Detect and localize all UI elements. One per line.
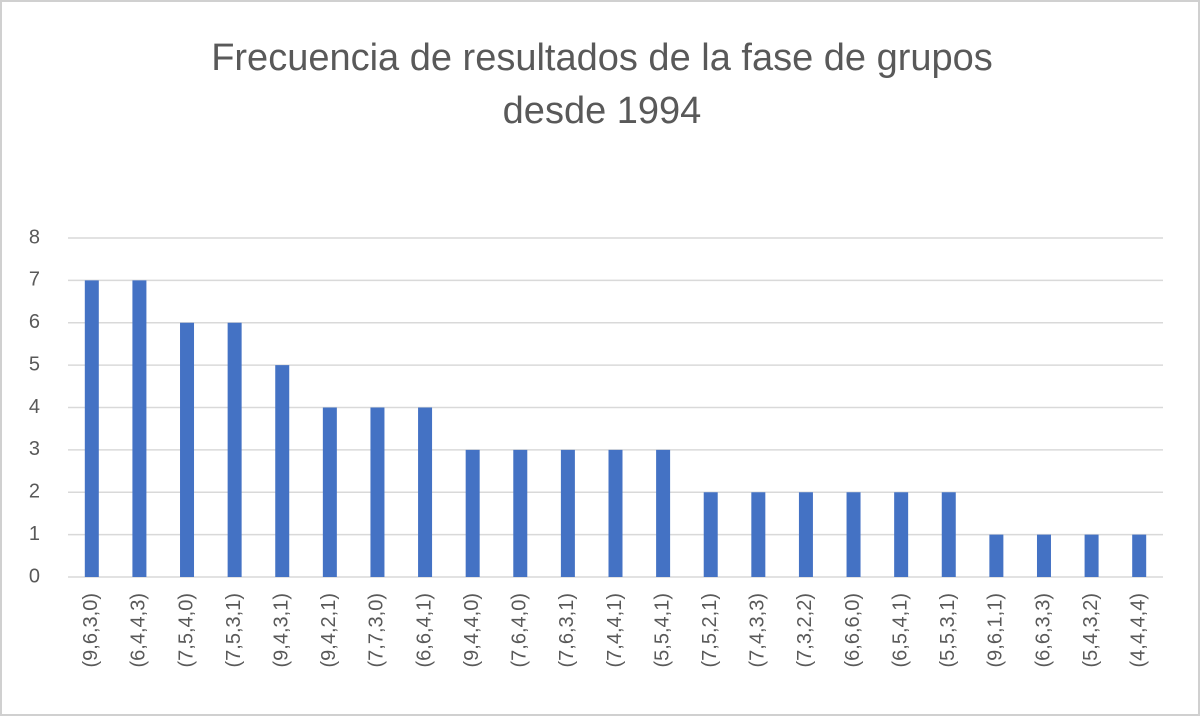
y-tick-label: 4 — [29, 396, 40, 418]
y-tick-label: 3 — [29, 438, 40, 460]
bar — [132, 280, 147, 577]
bar — [370, 407, 385, 577]
bar — [751, 492, 766, 577]
chart-title: desde 1994 — [503, 90, 702, 132]
y-tick-label: 2 — [29, 481, 40, 503]
bar — [656, 449, 671, 577]
x-tick-label: (9,4,4,0) — [461, 593, 483, 667]
bar — [322, 407, 337, 577]
bar — [941, 492, 956, 577]
y-tick-label: 8 — [29, 226, 40, 248]
bar — [227, 322, 242, 577]
chart-title: Frecuencia de resultados de la fase de g… — [211, 37, 993, 79]
y-tick-label: 7 — [29, 269, 40, 291]
x-tick-label: (5,5,3,1) — [937, 593, 959, 667]
bar — [608, 449, 623, 577]
x-tick-label: (7,6,3,1) — [556, 593, 578, 667]
x-tick-label: (4,4,4,4) — [1127, 593, 1149, 667]
x-tick-label: (7,4,3,3) — [747, 593, 769, 667]
bar — [894, 492, 909, 577]
bar — [465, 449, 480, 577]
x-tick-label: (9,6,1,1) — [985, 593, 1007, 667]
x-tick-label: (7,3,2,2) — [794, 593, 816, 667]
x-tick-label: (7,7,3,0) — [366, 593, 388, 667]
bar — [513, 449, 528, 577]
y-tick-label: 6 — [29, 311, 40, 333]
x-tick-label: (9,4,2,1) — [318, 593, 340, 667]
bar — [989, 534, 1004, 577]
y-tick-label: 5 — [29, 353, 40, 375]
x-tick-label: (7,5,2,1) — [699, 593, 721, 667]
bar — [846, 492, 861, 577]
y-tick-label: 1 — [29, 523, 40, 545]
bar — [275, 365, 290, 577]
bar — [1084, 534, 1099, 577]
x-tick-label: (6,6,6,0) — [842, 593, 864, 667]
bar — [798, 492, 813, 577]
bar — [84, 280, 99, 577]
x-tick-label: (6,5,4,1) — [889, 593, 911, 667]
x-tick-label: (5,5,4,1) — [651, 593, 673, 667]
x-tick-label: (5,4,3,2) — [1080, 593, 1102, 667]
x-tick-label: (7,5,4,0) — [175, 593, 197, 667]
bar — [1036, 534, 1051, 577]
x-tick-label: (9,4,3,1) — [271, 593, 293, 667]
x-tick-label: (9,6,3,0) — [80, 593, 102, 667]
bar — [418, 407, 433, 577]
x-tick-label: (7,5,3,1) — [223, 593, 245, 667]
x-tick-label: (7,4,4,1) — [604, 593, 626, 667]
bar — [1132, 534, 1147, 577]
y-tick-label: 0 — [29, 565, 40, 587]
x-tick-label: (7,6,4,0) — [509, 593, 531, 667]
x-tick-label: (6,6,3,3) — [1032, 593, 1054, 667]
bar — [560, 449, 575, 577]
x-tick-label: (6,4,4,3) — [128, 593, 150, 667]
x-tick-label: (6,6,4,1) — [413, 593, 435, 667]
bar — [180, 322, 195, 577]
bar — [703, 492, 718, 577]
